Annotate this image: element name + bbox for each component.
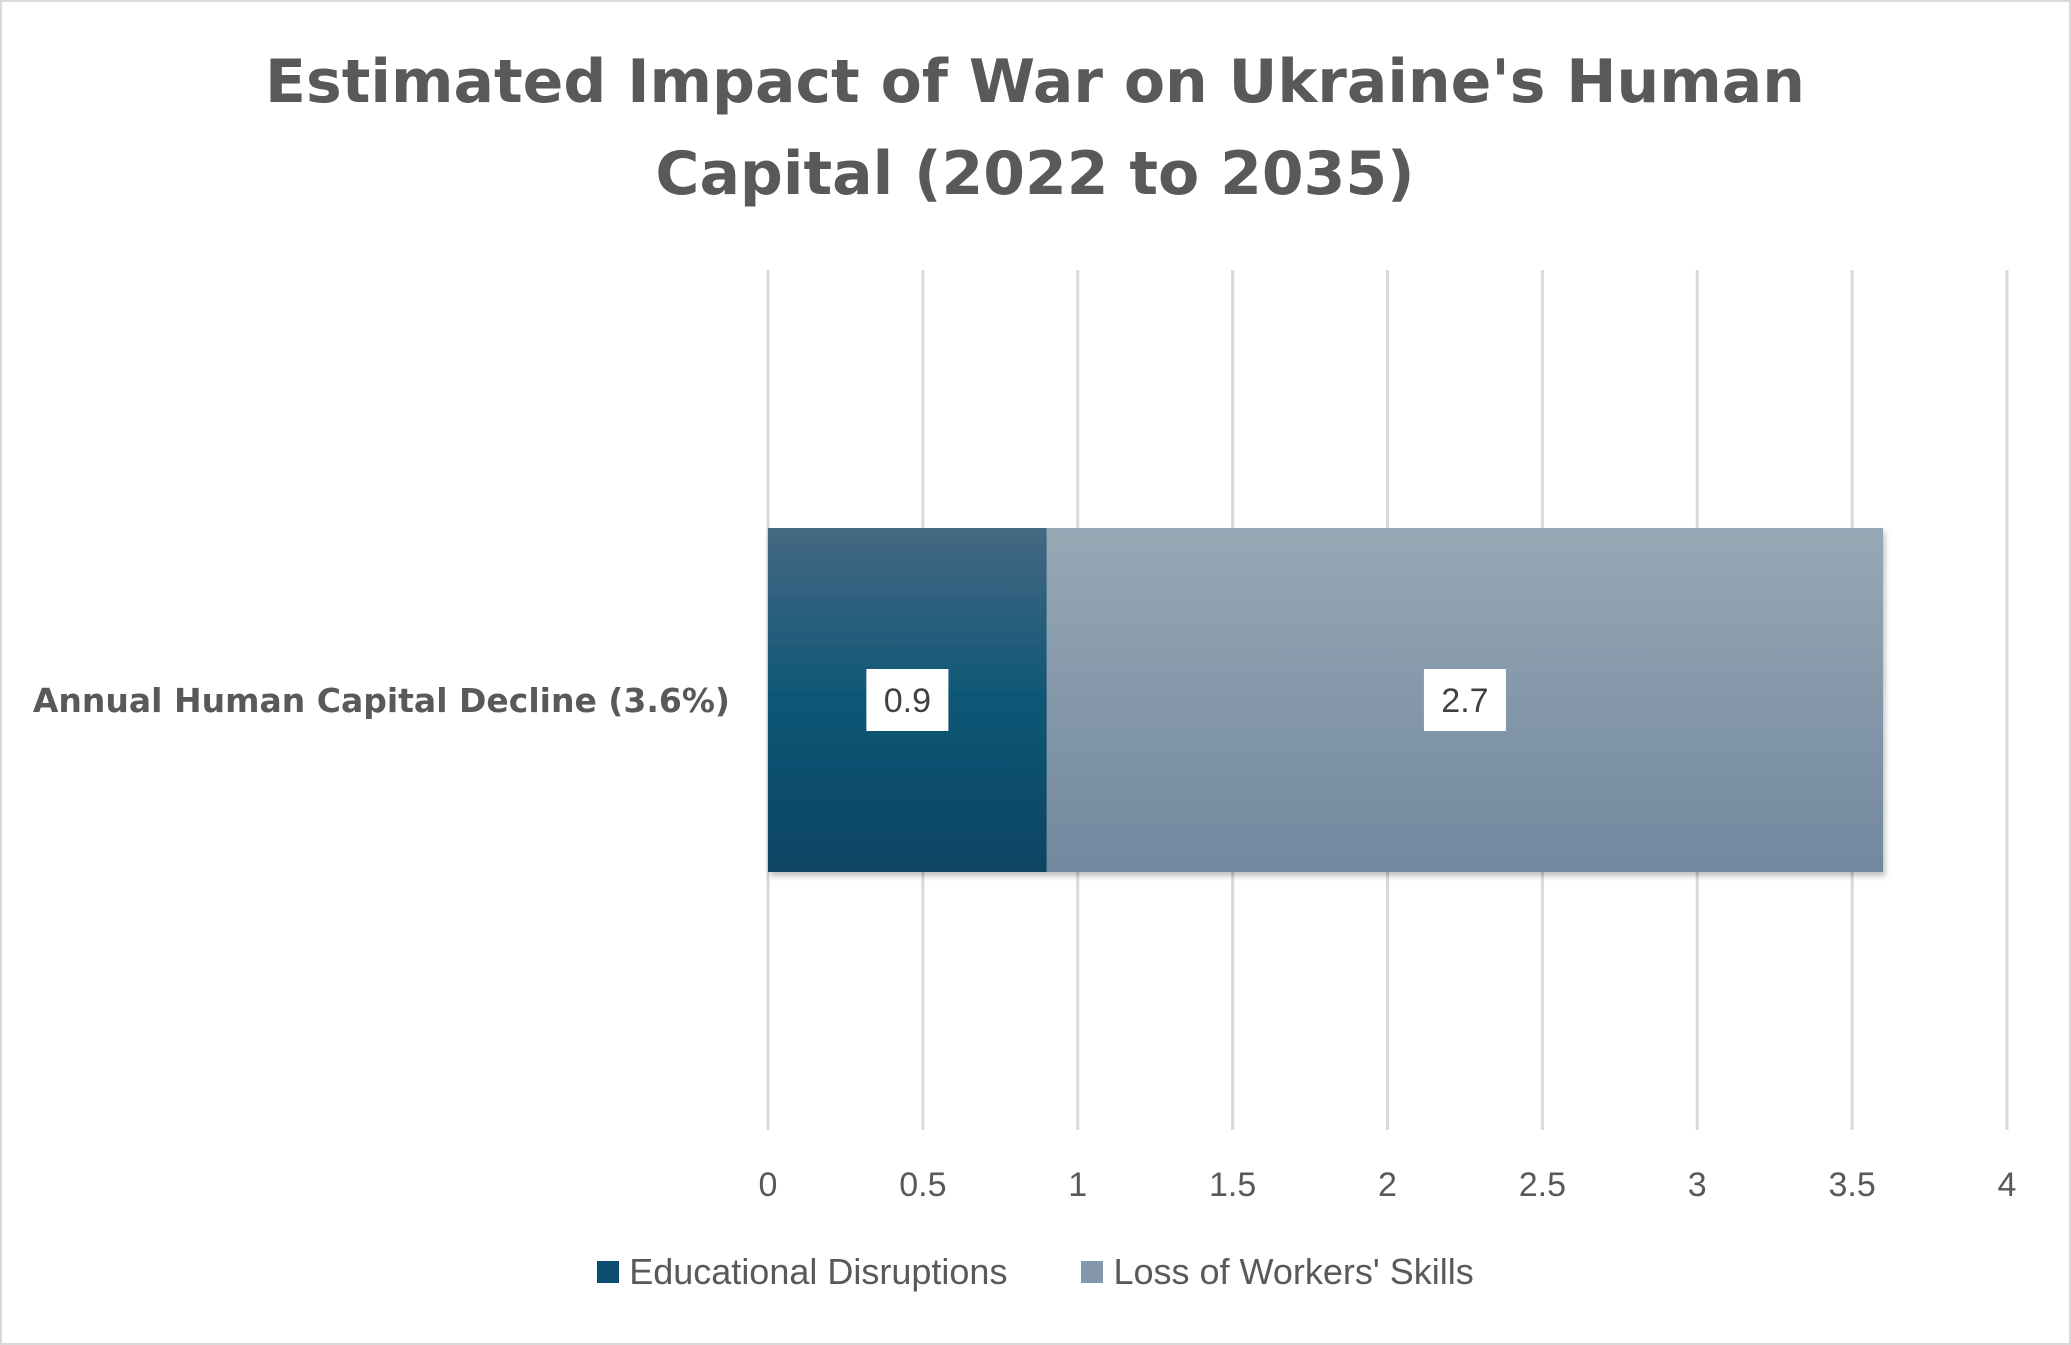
x-tick-label-3: 1.5 — [1209, 1166, 1256, 1204]
legend-item-educational-disruptions[interactable]: Educational Disruptions — [597, 1251, 1007, 1293]
x-tick-label-8: 4 — [1998, 1166, 2017, 1204]
legend-swatch-loss-of-workers-skills — [1081, 1261, 1104, 1283]
x-tick-label-6: 3 — [1688, 1166, 1707, 1204]
legend: Educational Disruptions Loss of Workers'… — [0, 1251, 2071, 1293]
x-tick-label-4: 2 — [1378, 1166, 1397, 1204]
data-label-educational-disruptions: 0.9 — [884, 682, 931, 720]
category-label: Annual Human Capital Decline (3.6%) — [33, 681, 730, 720]
legend-label-educational-disruptions: Educational Disruptions — [629, 1251, 1008, 1292]
x-tick-label-7: 3.5 — [1828, 1166, 1875, 1204]
x-tick-label-2: 1 — [1068, 1166, 1087, 1204]
data-label-box-loss-of-workers-skills — [1423, 669, 1506, 731]
legend-swatch-educational-disruptions — [597, 1261, 620, 1283]
chart-title: Estimated Impact of War on Ukraine's Hum… — [265, 47, 1805, 209]
x-tick-label-0: 0 — [759, 1166, 778, 1204]
legend-item-loss-of-workers-skills[interactable]: Loss of Workers' Skills — [1081, 1251, 1474, 1293]
x-tick-label-1: 0.5 — [899, 1166, 946, 1204]
data-label-loss-of-workers-skills: 2.7 — [1441, 682, 1488, 720]
legend-label-loss-of-workers-skills: Loss of Workers' Skills — [1113, 1251, 1474, 1292]
data-label-box-educational-disruptions — [866, 669, 949, 731]
x-tick-label-5: 2.5 — [1519, 1166, 1566, 1204]
